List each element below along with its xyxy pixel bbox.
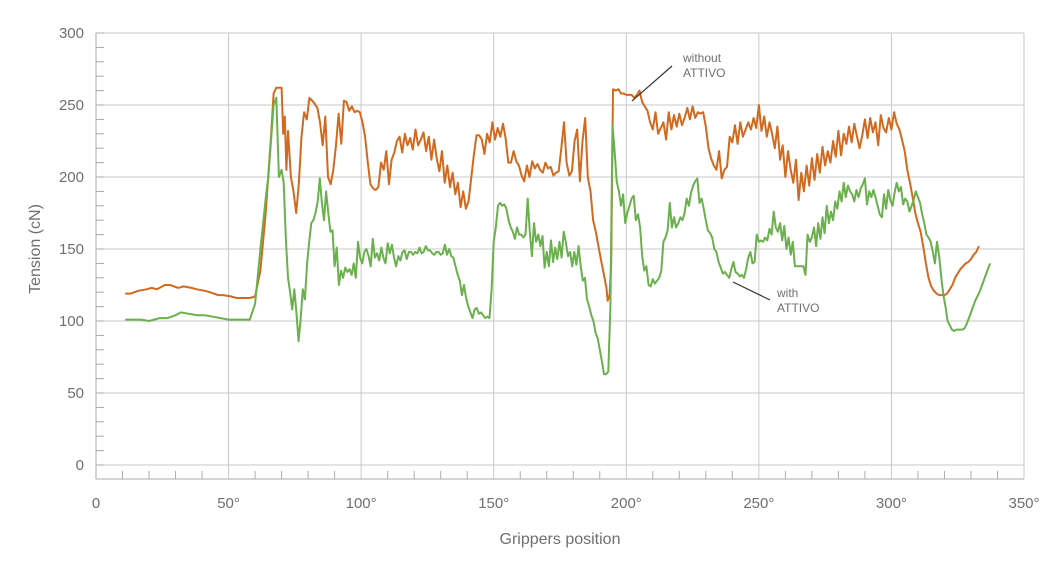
y-tick-label: 300 bbox=[59, 25, 84, 42]
y-tick-label: 200 bbox=[59, 169, 84, 186]
y-tick-label: 150 bbox=[59, 241, 84, 258]
annotation-label: without bbox=[682, 51, 722, 65]
x-tick-label: 100° bbox=[346, 495, 377, 512]
annotation-label: ATTIVO bbox=[683, 66, 725, 80]
x-tick-label: 200° bbox=[611, 495, 642, 512]
x-tick-label: 250° bbox=[743, 495, 774, 512]
y-tick-label: 50 bbox=[67, 385, 84, 402]
grid bbox=[95, 32, 1025, 479]
y-tick-label: 250 bbox=[59, 97, 84, 114]
series-layer bbox=[125, 86, 992, 376]
y-tick-label: 100 bbox=[59, 313, 84, 330]
x-tick-label: 50° bbox=[217, 495, 240, 512]
series-line-without-attivo bbox=[125, 86, 980, 302]
x-axis-title: Grippers position bbox=[500, 531, 621, 548]
axes: 0 50 100 150 200 250 300 0 50° 100° 150° 200° 250° 30… bbox=[59, 25, 1040, 512]
x-tick-label: 300° bbox=[876, 495, 907, 512]
annotation-leader bbox=[631, 65, 673, 102]
annotation-label: with bbox=[776, 286, 798, 300]
annotation-leader bbox=[732, 281, 771, 301]
y-axis-title: Tension (cN) bbox=[27, 204, 44, 294]
x-tick-label: 150° bbox=[478, 495, 509, 512]
x-tick-label: 350° bbox=[1008, 495, 1039, 512]
series-line-with-attivo bbox=[125, 96, 992, 376]
annotation-label: ATTIVO bbox=[777, 301, 819, 315]
y-tick-label: 0 bbox=[76, 457, 84, 474]
x-tick-label: 0 bbox=[92, 495, 100, 512]
